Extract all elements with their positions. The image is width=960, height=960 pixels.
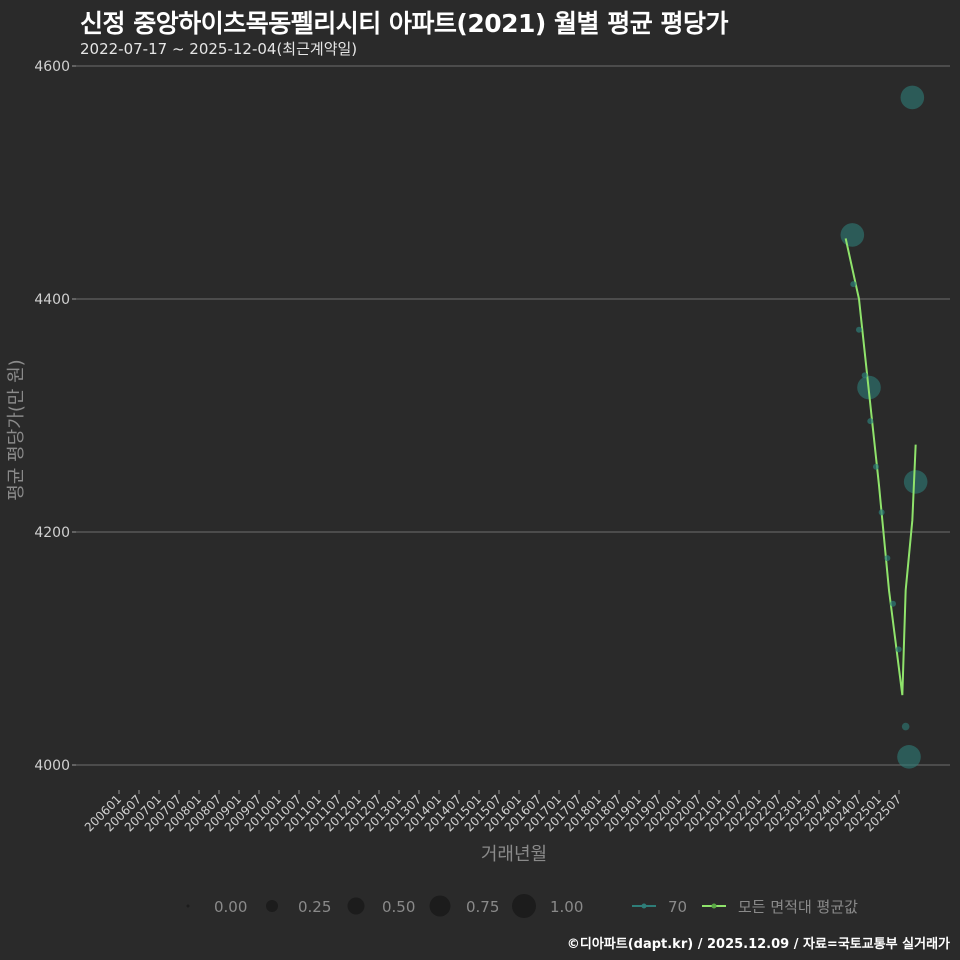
legend-size-label: 0.75	[466, 898, 499, 916]
legend-size-swatch	[429, 895, 451, 917]
legend-size-label: 0.25	[298, 898, 331, 916]
chart-title: 신정 중앙하이츠목동펠리시티 아파트(2021) 월별 평균 평당가	[80, 9, 728, 38]
legend-size-swatch	[347, 897, 365, 915]
marker-point	[856, 326, 862, 333]
series-70-bubbles	[840, 85, 928, 769]
x-axis-ticks: 2006012006072007012007072008012008072009…	[82, 790, 904, 835]
legend-avg-dot-icon	[711, 903, 717, 909]
series-average-line	[844, 238, 917, 696]
y-tick-label: 4000	[34, 758, 70, 774]
bubble-point	[897, 745, 921, 769]
legend: 0.00 0.25 0.50 0.75 1.00 70 모든 면적대 평균값	[186, 894, 858, 918]
marker-point	[895, 646, 902, 653]
bubble-point	[840, 223, 865, 247]
legend-70-label: 70	[668, 898, 687, 916]
y-tick-label: 4400	[34, 292, 70, 308]
legend-size-swatch	[512, 894, 536, 918]
marker-point	[850, 281, 857, 288]
bubble-point	[903, 470, 928, 494]
chart-subtitle: 2022-07-17 ~ 2025-12-04(최근계약일)	[80, 40, 358, 58]
legend-size-swatch	[266, 900, 278, 912]
y-axis-ticks: 4000 4200 4400 4600	[34, 59, 76, 774]
grid-lines	[76, 65, 950, 766]
marker-point	[890, 600, 896, 607]
legend-70-dot-icon	[641, 903, 647, 909]
series-70-markers	[850, 281, 902, 653]
marker-point	[861, 372, 868, 379]
legend-size-label: 1.00	[550, 898, 583, 916]
marker-point	[878, 509, 885, 516]
legend-avg-label: 모든 면적대 평균값	[738, 898, 858, 916]
marker-point	[884, 555, 891, 562]
source-caption: ©디아파트(dapt.kr) / 2025.12.09 / 자료=국토교통부 실…	[566, 937, 950, 952]
marker-point	[867, 418, 874, 425]
legend-size-label: 0.50	[382, 898, 415, 916]
legend-size-label: 0.00	[214, 898, 247, 916]
y-tick-label: 4600	[34, 59, 70, 75]
x-axis-title: 거래년월	[481, 844, 547, 865]
y-axis-title: 평균 평당가(만 원)	[6, 359, 27, 500]
y-tick-label: 4200	[34, 525, 70, 541]
bubble-point	[901, 722, 910, 731]
bubble-point	[900, 85, 925, 110]
legend-size-swatch	[186, 904, 190, 908]
marker-point	[873, 463, 879, 470]
